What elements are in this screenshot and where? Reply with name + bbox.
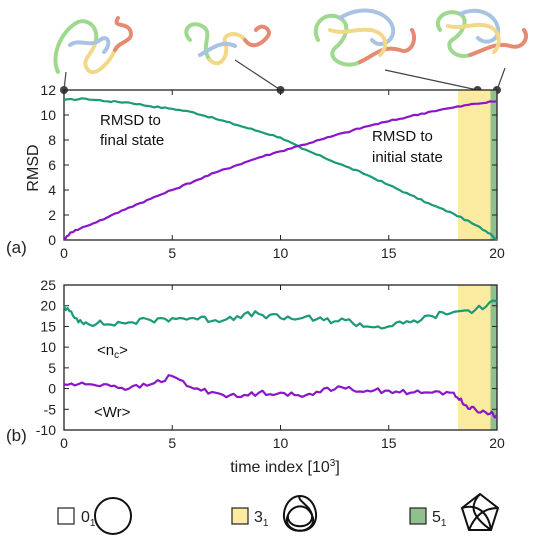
x-tick-label: 20 — [489, 435, 505, 451]
polymer-thumbnails — [53, 8, 529, 74]
polymer-thumb-3 — [313, 8, 417, 67]
thumbnail-connectors — [60, 59, 506, 94]
panel-a: 0 5 10 15 20 0 2 4 6 8 10 12 — [40, 82, 505, 261]
x-tick-label: 10 — [273, 245, 289, 261]
knot-band-trefoil — [458, 90, 491, 240]
y-tick-label: 10 — [40, 339, 56, 355]
series-line-initial — [63, 100, 498, 241]
y-tick-label: 0 — [48, 381, 56, 397]
x-tick-label: 15 — [381, 435, 397, 451]
y-tick-label: 0 — [48, 232, 56, 248]
legend-swatch-unknot — [57, 507, 75, 525]
legend-item-cinquefoil: 51 — [409, 492, 500, 531]
polymer-thumb-4 — [436, 8, 529, 59]
polymer-thumb-2 — [184, 22, 271, 66]
x-tick-label: 10 — [273, 435, 289, 451]
y-tick-label: 10 — [40, 107, 56, 123]
panel-b: 0 5 10 15 20 25 20 15 10 5 0 -5 -10 — [36, 277, 505, 451]
knot-band-cinquefoil — [490, 285, 497, 430]
series-line-nc — [62, 299, 498, 330]
y-tick-label: 25 — [40, 277, 56, 293]
annotation-final-line2: final state — [100, 132, 164, 149]
y-tick-label: -10 — [36, 422, 56, 438]
y-tick-label: 8 — [48, 132, 56, 148]
x-tick-label: 0 — [60, 435, 68, 451]
y-tick-label: 12 — [40, 82, 56, 98]
annotation-initial-line2: initial state — [372, 149, 443, 166]
legend-swatch-cinquefoil — [409, 507, 427, 525]
x-tick-label: 15 — [381, 245, 397, 261]
annotation-nc: <nc> — [97, 342, 128, 361]
y-tick-label: 4 — [48, 182, 56, 198]
legend-label-unknot: 01 — [81, 509, 96, 529]
annotation-initial-line1: RMSD to — [372, 128, 433, 145]
panel-a-ylabel: RMSD — [25, 144, 42, 191]
y-tick-label: 20 — [40, 298, 56, 314]
legend-item-unknot: 01 — [57, 497, 132, 535]
x-tick-label: 0 — [60, 245, 68, 261]
panel-a-label: (a) — [6, 238, 27, 257]
unknot-icon — [94, 497, 132, 535]
panel-b-label: (b) — [6, 426, 27, 445]
legend-label-trefoil: 31 — [254, 509, 269, 529]
connector-line — [234, 59, 281, 91]
legend-swatch-trefoil — [231, 507, 249, 525]
y-tick-label: 6 — [48, 157, 56, 173]
annotation-wr: <Wr> — [94, 404, 131, 421]
annotation-final-line1: RMSD to — [100, 112, 161, 129]
polymer-thumb-1 — [53, 16, 133, 74]
y-tick-label: 2 — [48, 207, 56, 223]
trefoil-knot-icon — [282, 495, 318, 532]
legend-item-trefoil: 31 — [231, 495, 318, 532]
y-tick-label: 5 — [48, 360, 56, 376]
connector-line — [384, 69, 478, 91]
knot-legend: 01 31 51 — [57, 492, 500, 535]
series-line-final — [63, 97, 498, 241]
series-line-wr — [63, 374, 498, 419]
panel-b-xlabel: time index [103] — [230, 458, 340, 476]
legend-label-cinquefoil: 51 — [432, 509, 447, 529]
y-tick-label: -5 — [44, 401, 57, 417]
x-tick-label: 5 — [168, 435, 176, 451]
y-tick-label: 15 — [40, 318, 56, 334]
cinquefoil-knot-icon — [460, 492, 500, 531]
x-tick-label: 20 — [489, 245, 505, 261]
knot-band-trefoil — [458, 285, 491, 430]
x-tick-label: 5 — [168, 245, 176, 261]
